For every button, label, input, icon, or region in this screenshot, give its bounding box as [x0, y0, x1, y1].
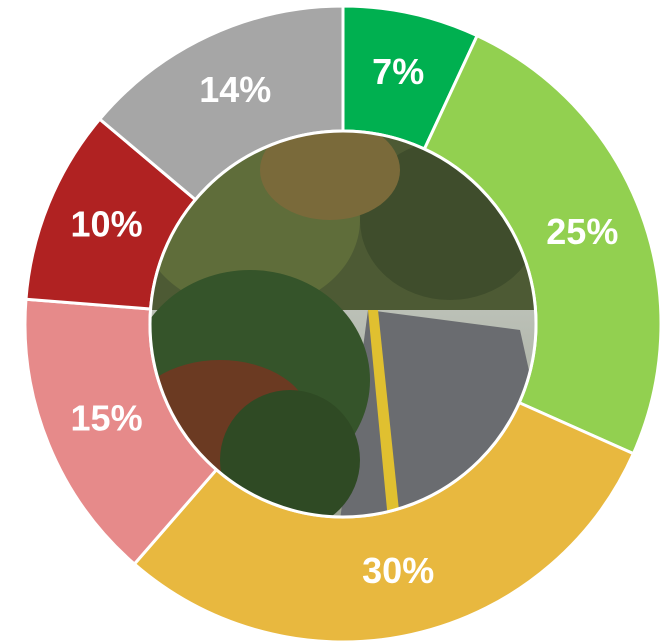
- donut: [23, 4, 663, 643]
- value-label: 30%: [362, 550, 434, 591]
- value-label: 15%: [71, 397, 143, 438]
- value-label: 14%: [199, 69, 271, 110]
- value-label: 25%: [546, 211, 618, 252]
- value-label: 7%: [372, 51, 424, 92]
- photo-border: [148, 129, 538, 519]
- value-label: 10%: [71, 204, 143, 245]
